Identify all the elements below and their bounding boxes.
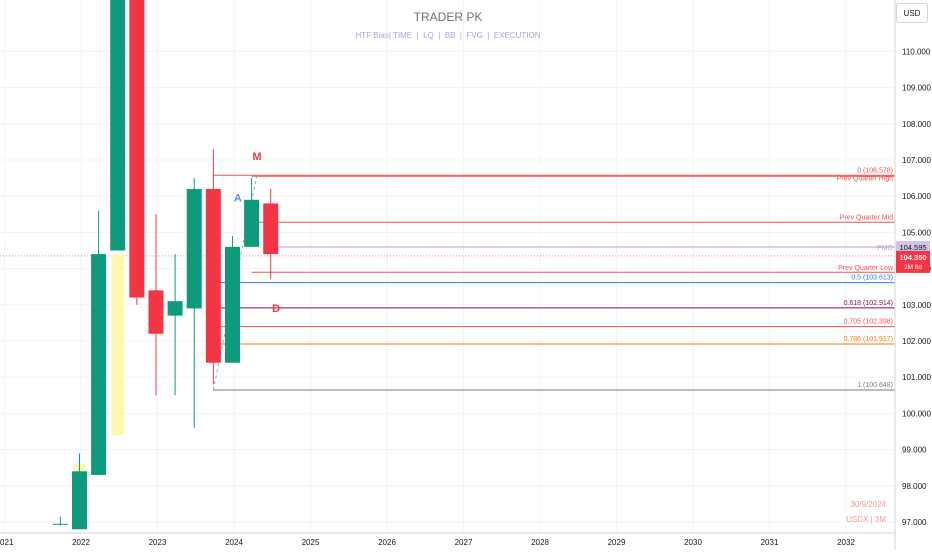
y-tick-label: 98.000 xyxy=(902,482,927,491)
x-tick-label: 2026 xyxy=(378,538,396,547)
grid xyxy=(0,0,895,533)
footer-symbol: USDX | 3M xyxy=(846,515,886,524)
price-tag-last-label: 104.350 xyxy=(899,253,926,262)
annotation-label: A xyxy=(234,193,242,205)
candle-body xyxy=(91,254,107,475)
level-label: Prev Quarter High xyxy=(837,175,894,182)
candle-body xyxy=(52,523,68,525)
y-tick-label: 108.000 xyxy=(902,120,931,129)
price-tag-countdown: 2M 8d xyxy=(904,264,922,271)
x-tick-label: 2028 xyxy=(531,538,549,547)
candles xyxy=(52,0,279,530)
fvg-zone xyxy=(111,254,124,436)
annotation-label: D xyxy=(272,303,280,315)
y-tick-label: 100.000 xyxy=(902,409,931,418)
level-label: PMO xyxy=(877,245,894,252)
x-tick-label: 2032 xyxy=(837,538,855,547)
y-tick-label: 102.000 xyxy=(902,337,931,346)
level-label: 0 (106.578) xyxy=(857,167,893,174)
level-label: 0.618 (102.914) xyxy=(844,300,893,307)
candle-body xyxy=(71,471,87,530)
price-tag-pmo-label: 104.595 xyxy=(899,243,926,252)
y-tick-label: 109.000 xyxy=(902,84,931,93)
footer-date: 30/9/2024 xyxy=(850,500,886,509)
level-label: 0.786 (101.917) xyxy=(844,336,893,343)
fib-levels: 0 (106.578)Prev Quarter High Prev Quarter… xyxy=(212,167,895,391)
price-tag-last xyxy=(896,250,930,273)
level-label: 0.705 (102.398) xyxy=(844,319,893,326)
candle-body xyxy=(263,203,279,255)
level-label: Prev Quarter Low xyxy=(838,265,894,272)
candle-body xyxy=(224,246,240,363)
y-tick-label: 101.000 xyxy=(902,373,931,382)
price-tag-pmo xyxy=(896,241,930,254)
candle-body xyxy=(148,290,164,334)
x-tick-label: 2022 xyxy=(72,538,90,547)
x-tick-label: 2027 xyxy=(455,538,473,547)
x-tick-label: 2024 xyxy=(225,538,243,547)
candle-body xyxy=(167,301,183,316)
x-tick-label: 2029 xyxy=(608,538,626,547)
y-tick-label: 103.000 xyxy=(902,301,931,310)
candle-body xyxy=(186,188,202,309)
chart-subtitle: HTF Bias| TIME | LQ | BB | FVG | EXECUTI… xyxy=(356,31,541,40)
level-label: 0.5 (103.613) xyxy=(851,275,893,282)
candle-body xyxy=(205,188,221,363)
chart-title: TRADER PK xyxy=(414,10,483,24)
x-tick-label: 2025 xyxy=(302,538,320,547)
y-tick-label: 106.000 xyxy=(902,192,931,201)
candle-body xyxy=(129,0,145,298)
annotations: M A D xyxy=(234,151,280,315)
currency-button[interactable]: USD xyxy=(896,3,928,23)
y-tick-label: 110.000 xyxy=(902,47,931,56)
x-tick-label: 2031 xyxy=(761,538,779,547)
annotation-label: M xyxy=(252,151,261,163)
candle-body xyxy=(244,199,260,247)
x-tick-label: 2023 xyxy=(149,538,167,547)
candle-body xyxy=(110,0,126,251)
y-tick-label: 105.000 xyxy=(902,228,931,237)
level-label: Prev Quarter Mid xyxy=(840,214,893,221)
y-tick-label: 99.000 xyxy=(902,446,927,455)
y-tick-label: 97.000 xyxy=(902,518,927,527)
x-tick-label: 2030 xyxy=(684,538,702,547)
level-label: 1 (100.648) xyxy=(857,382,893,389)
y-tick-label: 107.000 xyxy=(902,156,931,165)
x-tick-label: 2021 xyxy=(0,538,14,547)
